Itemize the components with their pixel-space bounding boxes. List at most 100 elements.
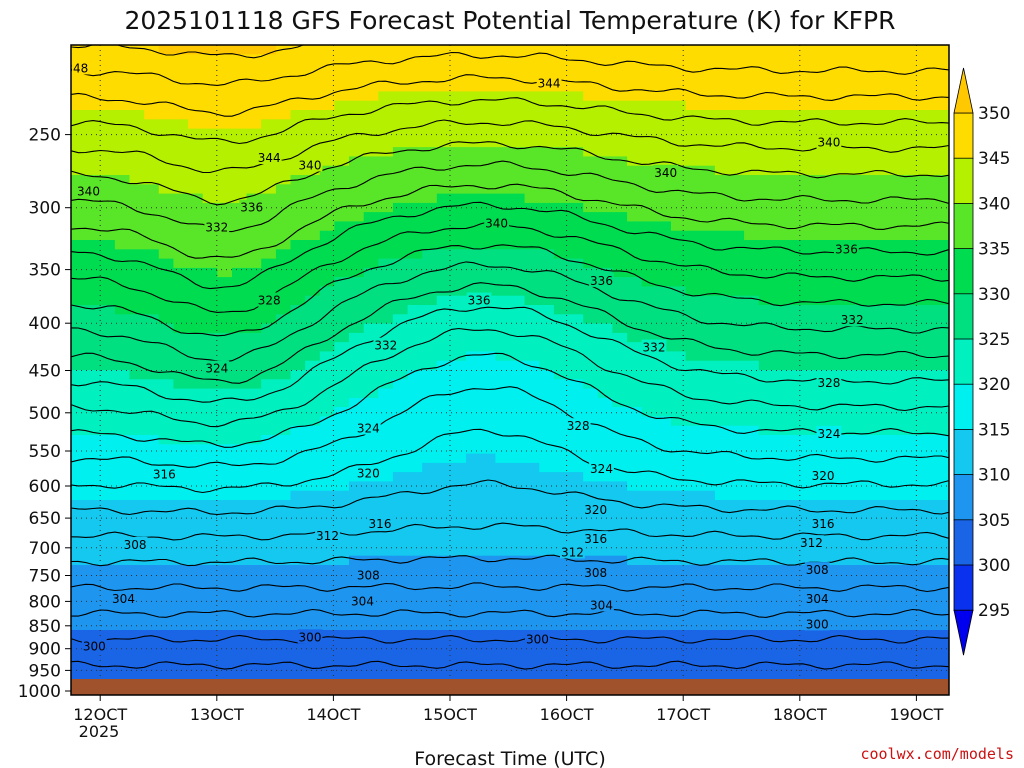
contour-label: 308 bbox=[584, 566, 607, 580]
colorbar-segment bbox=[953, 112, 974, 160]
colorbar-segment bbox=[953, 293, 974, 340]
contour-label-bg bbox=[484, 215, 509, 230]
colorbar-label: 305 bbox=[978, 511, 1010, 531]
contour-line bbox=[71, 554, 949, 567]
contour-label: 332 bbox=[643, 341, 666, 355]
colorbar-label: 310 bbox=[978, 466, 1010, 486]
contour-label: 348 bbox=[65, 61, 88, 75]
contour-line bbox=[71, 183, 949, 259]
contour-label: 308 bbox=[124, 538, 147, 552]
colorbar-segment bbox=[953, 428, 974, 476]
contour-label: 304 bbox=[112, 592, 135, 606]
contour-label: 344 bbox=[538, 76, 561, 90]
credit-text[interactable]: coolwx.com/models bbox=[860, 745, 1014, 763]
contour-label-bg bbox=[589, 460, 614, 475]
x-year-label: 2025 bbox=[79, 722, 120, 741]
contour-label: 340 bbox=[817, 136, 840, 150]
contour-label-bg bbox=[589, 272, 614, 287]
contour-label-bg bbox=[111, 590, 136, 605]
y-tick-label: 750 bbox=[29, 567, 61, 587]
contour-label: 316 bbox=[584, 532, 607, 546]
contour-label-bg bbox=[583, 502, 609, 516]
contour-label: 340 bbox=[299, 159, 322, 173]
y-tick-label: 350 bbox=[29, 261, 61, 281]
contour-line bbox=[71, 582, 949, 593]
contour-label: 324 bbox=[357, 422, 380, 436]
y-tick-label: 650 bbox=[29, 509, 61, 529]
contour-line bbox=[71, 45, 305, 59]
colorbar-segment bbox=[953, 474, 974, 521]
contour-label: 304 bbox=[590, 598, 613, 612]
colorbar-label: 320 bbox=[978, 375, 1010, 395]
contour-label: 300 bbox=[526, 633, 549, 647]
contour-label: 304 bbox=[806, 592, 829, 606]
contour-label: 320 bbox=[357, 467, 380, 481]
y-tick-label: 800 bbox=[29, 592, 61, 612]
contour-label-bg bbox=[583, 564, 609, 579]
x-tick-label: 13OCT bbox=[190, 705, 244, 724]
contour-label-bg bbox=[350, 593, 375, 608]
x-tick-label: 12OCT bbox=[73, 705, 127, 724]
contour-label: 340 bbox=[485, 217, 508, 231]
contour-label: 300 bbox=[806, 617, 829, 631]
contour-label-bg bbox=[297, 157, 323, 172]
contour-label-bg bbox=[367, 516, 393, 531]
contour-line bbox=[71, 660, 949, 670]
contour-label-bg bbox=[81, 638, 107, 653]
y-tick-label: 1000 bbox=[18, 682, 61, 702]
contour-label-bg bbox=[816, 374, 842, 389]
contour-label-bg bbox=[256, 150, 282, 164]
contour-line bbox=[71, 74, 949, 117]
y-tick-label: 300 bbox=[29, 199, 61, 219]
contour-line bbox=[71, 119, 949, 174]
contour-line bbox=[71, 479, 949, 516]
contour-label: 300 bbox=[83, 640, 106, 654]
contour-line bbox=[71, 608, 949, 618]
y-tick-label: 500 bbox=[29, 404, 61, 424]
contour-label-bg bbox=[204, 219, 230, 234]
contour-label-bg bbox=[560, 544, 585, 559]
contour-label-bg bbox=[804, 616, 830, 631]
contour-label-bg bbox=[839, 312, 865, 327]
contour-label: 320 bbox=[812, 469, 835, 483]
contour-label-bg bbox=[641, 339, 667, 354]
colorbar: 350 345 340 335 330 325 320 315 310 305 300 295 bbox=[953, 67, 1010, 656]
contour-label-bg bbox=[297, 629, 323, 644]
contour-line bbox=[71, 282, 949, 384]
contour-line bbox=[71, 244, 949, 337]
contour-label-bg bbox=[834, 241, 859, 256]
colorbar-label: 335 bbox=[978, 240, 1010, 260]
contour-line bbox=[71, 327, 949, 428]
x-tick-label: 18OCT bbox=[773, 705, 827, 724]
plot-area: 348 344 344 340 340 340 340 336 332 340 336 336 328 3… bbox=[65, 45, 949, 695]
contour-label-bg bbox=[355, 567, 381, 582]
chart-title: 2025101118 GFS Forecast Potential Temper… bbox=[124, 6, 895, 35]
contour-label-bg bbox=[816, 425, 842, 440]
x-tick-label: 17OCT bbox=[656, 705, 710, 724]
colorbar-segment bbox=[953, 519, 974, 566]
contour-line bbox=[71, 97, 949, 145]
contour-label-bg bbox=[804, 590, 830, 605]
contour-label-bg bbox=[71, 60, 90, 75]
y-tick-label: 700 bbox=[29, 539, 61, 559]
contour-label-bg bbox=[466, 292, 492, 307]
contour-label-bg bbox=[810, 467, 836, 482]
colorbar-segment bbox=[953, 157, 974, 205]
y-tick-label: 450 bbox=[29, 362, 61, 382]
colorbar-label: 315 bbox=[978, 420, 1010, 440]
x-tick-label: 16OCT bbox=[540, 705, 594, 724]
contour-label: 336 bbox=[468, 294, 491, 308]
contour-label-bg bbox=[565, 418, 591, 433]
contour-label-bg bbox=[804, 562, 830, 577]
contour-label: 332 bbox=[374, 339, 397, 353]
colorbar-segment bbox=[953, 383, 974, 431]
x-axis: 12OCT 13OCT 14OCT 15OCT 16OCT 17OCT 18OCT 19OCT bbox=[73, 695, 944, 724]
y-tick-label: 900 bbox=[29, 640, 61, 660]
y-tick-label: 250 bbox=[29, 126, 61, 146]
colorbar-segment bbox=[953, 338, 974, 386]
colorbar-label: 325 bbox=[978, 330, 1010, 350]
colorbar-segment bbox=[953, 248, 974, 295]
contour-label: 340 bbox=[654, 166, 677, 180]
contour-line bbox=[71, 352, 949, 448]
